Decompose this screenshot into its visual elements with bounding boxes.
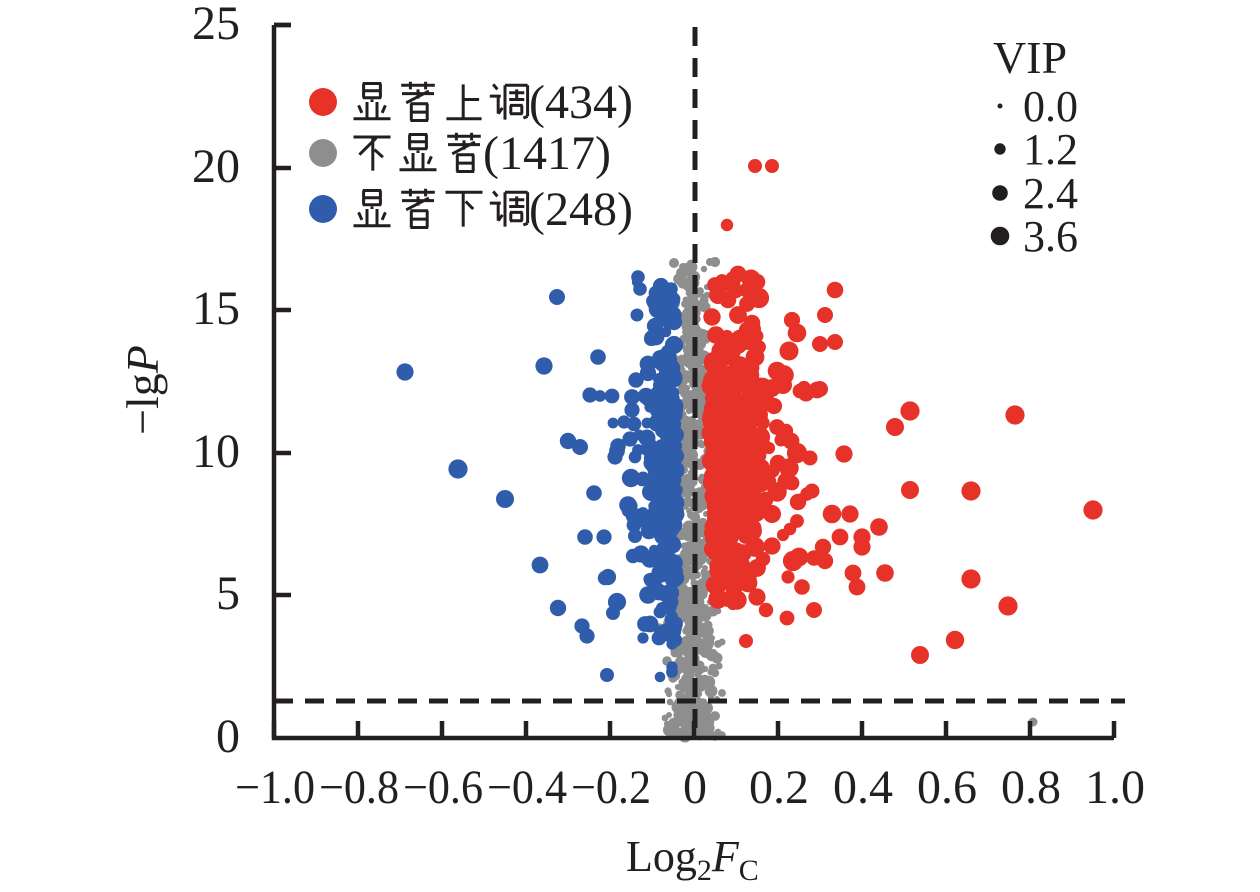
- svg-text:5: 5: [216, 567, 240, 620]
- svg-text:15: 15: [192, 282, 240, 335]
- svg-text:1.2: 1.2: [1023, 125, 1078, 174]
- svg-text:0.4: 0.4: [833, 761, 893, 814]
- svg-text:2.4: 2.4: [1023, 169, 1078, 218]
- svg-text:−0.4: −0.4: [487, 761, 567, 814]
- svg-text:−0.6: −0.6: [403, 761, 483, 814]
- svg-text:Log2FC: Log2FC: [626, 832, 759, 887]
- svg-text:0.8: 0.8: [1001, 761, 1061, 814]
- svg-text:VIP: VIP: [993, 32, 1067, 83]
- svg-text:−lgP: −lgP: [117, 345, 168, 435]
- svg-text:3.6: 3.6: [1023, 212, 1078, 261]
- svg-text:(434): (434): [529, 76, 633, 129]
- svg-text:0: 0: [683, 761, 707, 814]
- svg-text:(248): (248): [529, 183, 633, 236]
- svg-text:10: 10: [192, 425, 240, 478]
- svg-text:(1417): (1417): [483, 127, 611, 180]
- svg-text:25: 25: [192, 0, 240, 50]
- svg-text:−0.8: −0.8: [319, 761, 399, 814]
- svg-text:1.0: 1.0: [1085, 761, 1145, 814]
- svg-text:0.0: 0.0: [1023, 82, 1078, 131]
- svg-text:−1.0: −1.0: [235, 761, 315, 814]
- svg-text:0.2: 0.2: [749, 761, 809, 814]
- svg-text:−0.2: −0.2: [571, 761, 651, 814]
- svg-text:0.6: 0.6: [917, 761, 977, 814]
- svg-text:0: 0: [216, 710, 240, 763]
- svg-text:20: 20: [192, 140, 240, 193]
